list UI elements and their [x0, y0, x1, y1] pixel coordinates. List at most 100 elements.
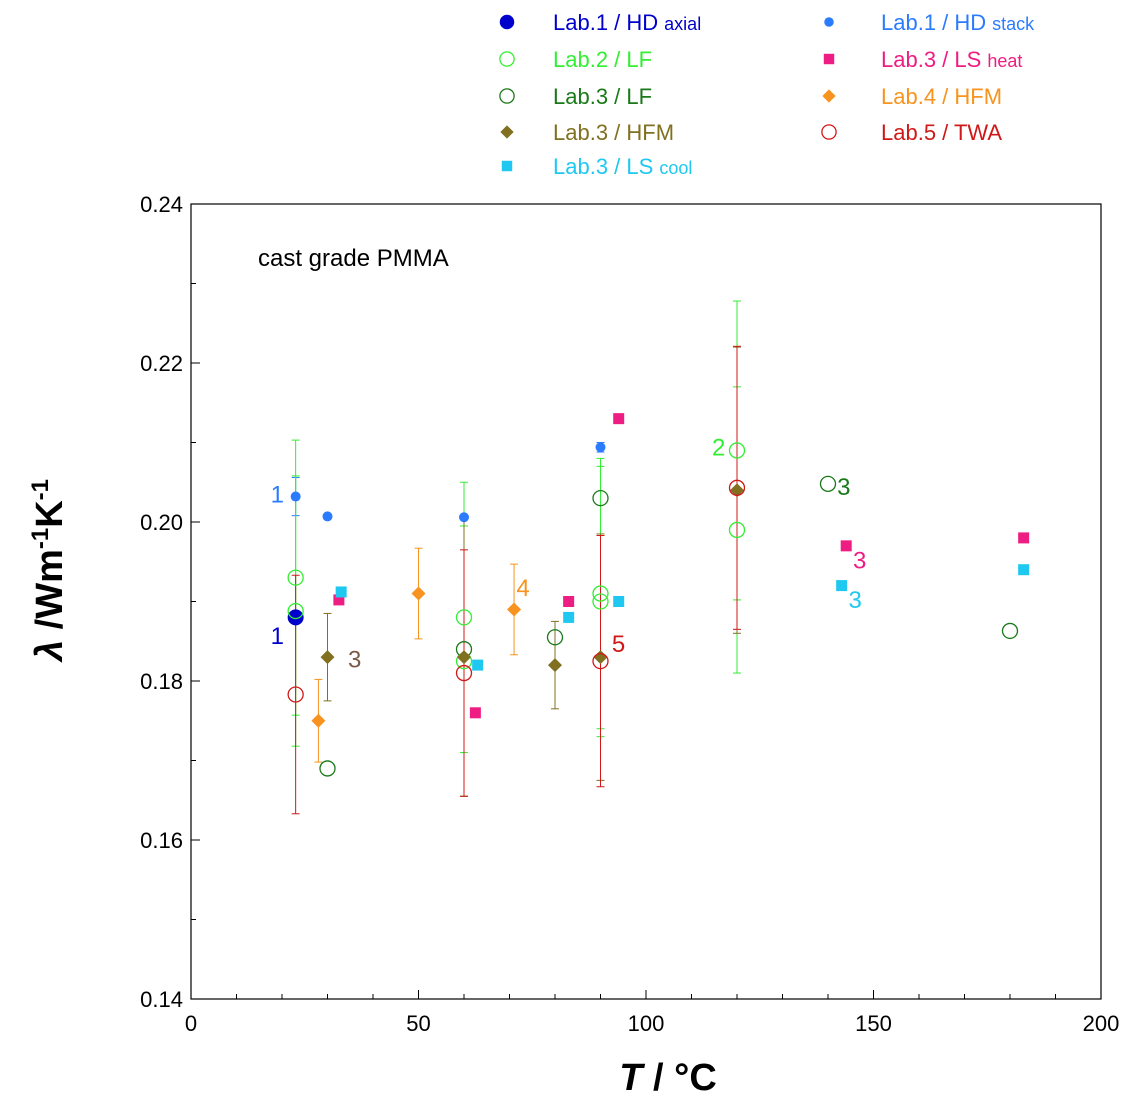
data-point-s6-p2	[548, 658, 562, 673]
legend-sublabel: stack	[992, 14, 1035, 34]
data-point-s2-p4	[592, 585, 609, 602]
data-point-s5-p1	[411, 586, 426, 601]
data-point-s8-p4	[836, 580, 848, 592]
data-point-s7-p2	[592, 652, 609, 670]
x-tick-label: 50	[406, 1011, 430, 1036]
data-point-s2-p2	[455, 609, 473, 626]
data-marks	[287, 300, 1030, 815]
x-axis-var: T	[619, 1057, 645, 1099]
plot-frame	[190, 203, 1102, 1000]
y-tick-label: 0.24	[140, 192, 183, 217]
data-point-s8-p2	[563, 611, 575, 623]
x-tick-label: 150	[855, 1011, 892, 1036]
legend-label: Lab.1 / HD	[881, 10, 986, 35]
legend-sublabel: heat	[987, 51, 1022, 71]
data-point-s1-p0	[290, 491, 301, 502]
data-point-s8-p3	[613, 596, 625, 607]
y-axis-sep: /	[29, 618, 71, 640]
axes: 0 50 100 150 200 0.14 0.16 0.18 0.20 0.22 0.24	[140, 192, 1119, 1036]
data-point-s6-p4	[730, 483, 744, 498]
legend-sublabel: axial	[664, 14, 701, 34]
legend-label: Lab.3 / HFM	[553, 120, 674, 145]
y-tick-label: 0.14	[140, 987, 183, 1012]
y-tick-label: 0.18	[140, 669, 183, 694]
x-tick-label: 200	[1083, 1011, 1120, 1036]
legend-marker-8	[501, 160, 513, 172]
data-point-s2-p7	[728, 521, 746, 539]
data-point-s6-p1	[457, 650, 471, 665]
legend-entry-8: Lab.3 / LS cool	[553, 154, 692, 179]
legend-label: Lab.4 / HFM	[881, 84, 1002, 109]
legend-label: Lab.2 / LF	[553, 47, 652, 72]
legend-entry-4: Lab.3 / LF	[553, 84, 652, 109]
legend-entry-0: Lab.1 / HD axial	[553, 10, 701, 35]
point-annotation: 4	[516, 575, 529, 602]
y-axis-var: λ	[29, 640, 71, 663]
legend-entry-5: Lab.4 / HFM	[881, 84, 1002, 109]
y-tick-label: 0.16	[140, 828, 183, 853]
x-tick-label: 0	[185, 1011, 197, 1036]
point-annotation: 3	[837, 474, 850, 501]
legend-sublabel: cool	[659, 158, 692, 178]
legend-marker-3	[823, 53, 835, 65]
point-annotation: 2	[712, 434, 725, 461]
data-point-s1-p2	[459, 512, 469, 523]
legend-label: Lab.3 / LS	[553, 154, 653, 179]
data-point-s8-p0	[335, 586, 347, 598]
y-axis-unit-2: K	[29, 500, 71, 528]
data-point-s4-p5	[1001, 622, 1019, 640]
y-axis-label: λ /Wm-1K-1	[27, 479, 71, 663]
data-point-s4-p2	[546, 629, 564, 646]
legend-entry-3: Lab.3 / LS heat	[881, 47, 1022, 72]
x-axis-sep: /	[642, 1057, 674, 1099]
legend-label: Lab.3 / LF	[553, 84, 652, 109]
y-tick-label: 0.20	[140, 510, 183, 535]
legend-label: Lab.3 / LS	[881, 47, 981, 72]
data-point-s4-p3	[592, 489, 609, 507]
legend-entry-7: Lab.5 / TWA	[881, 120, 1002, 145]
point-annotation: 1	[271, 623, 284, 650]
legend-marker-2	[499, 51, 515, 67]
annotations: 1 1 3 4 5 2 3 3 3	[271, 434, 867, 673]
point-annotation: 1	[271, 481, 284, 508]
legend-marker-7	[821, 124, 837, 140]
data-point-s6-p0	[320, 650, 335, 665]
data-point-s6-p3	[593, 650, 608, 665]
data-point-s7-p0	[287, 686, 304, 703]
legend-marker-1	[824, 17, 834, 27]
legend: Lab.1 / HD axial Lab.2 / LF Lab.3 / LF Lab.3…	[499, 10, 1035, 179]
data-point-s1-p1	[322, 511, 333, 522]
data-point-s3-p0	[333, 594, 345, 606]
data-point-s7-p3	[728, 479, 746, 496]
point-annotation: 3	[848, 587, 861, 614]
x-tick-label: 100	[628, 1011, 665, 1036]
data-point-s5-p0	[311, 713, 326, 728]
data-point-s2-p5	[592, 593, 609, 610]
chart-title: cast grade PMMA	[258, 245, 449, 272]
legend-label: Lab.5 / TWA	[881, 120, 1002, 145]
legend-marker-4	[499, 88, 515, 104]
y-axis-exp-2: -1	[27, 479, 54, 500]
data-point-s3-p3	[613, 413, 625, 425]
data-point-s5-p2	[507, 602, 522, 617]
data-point-s2-p6	[728, 442, 746, 459]
legend-entry-1: Lab.1 / HD stack	[881, 10, 1035, 35]
data-point-s1-p3	[595, 442, 606, 453]
legend-marker-0	[499, 14, 515, 30]
x-axis-label: T / °C	[619, 1057, 717, 1099]
y-tick-label: 0.22	[140, 351, 183, 376]
legend-entry-6: Lab.3 / HFM	[553, 120, 674, 145]
legend-marker-5	[822, 89, 836, 103]
data-point-s8-p5	[1018, 564, 1030, 576]
point-annotation: 3	[853, 547, 866, 574]
legend-entry-2: Lab.2 / LF	[553, 47, 652, 72]
data-point-s2-p0	[287, 569, 304, 586]
y-axis-exp-1: -1	[27, 528, 54, 549]
data-point-s3-p2	[563, 596, 575, 607]
data-point-s2-p1	[287, 602, 304, 620]
data-point-s7-p1	[455, 664, 473, 682]
data-point-s0-p0	[287, 609, 304, 626]
x-axis-unit: °C	[674, 1057, 717, 1099]
legend-label: Lab.1 / HD	[553, 10, 658, 35]
